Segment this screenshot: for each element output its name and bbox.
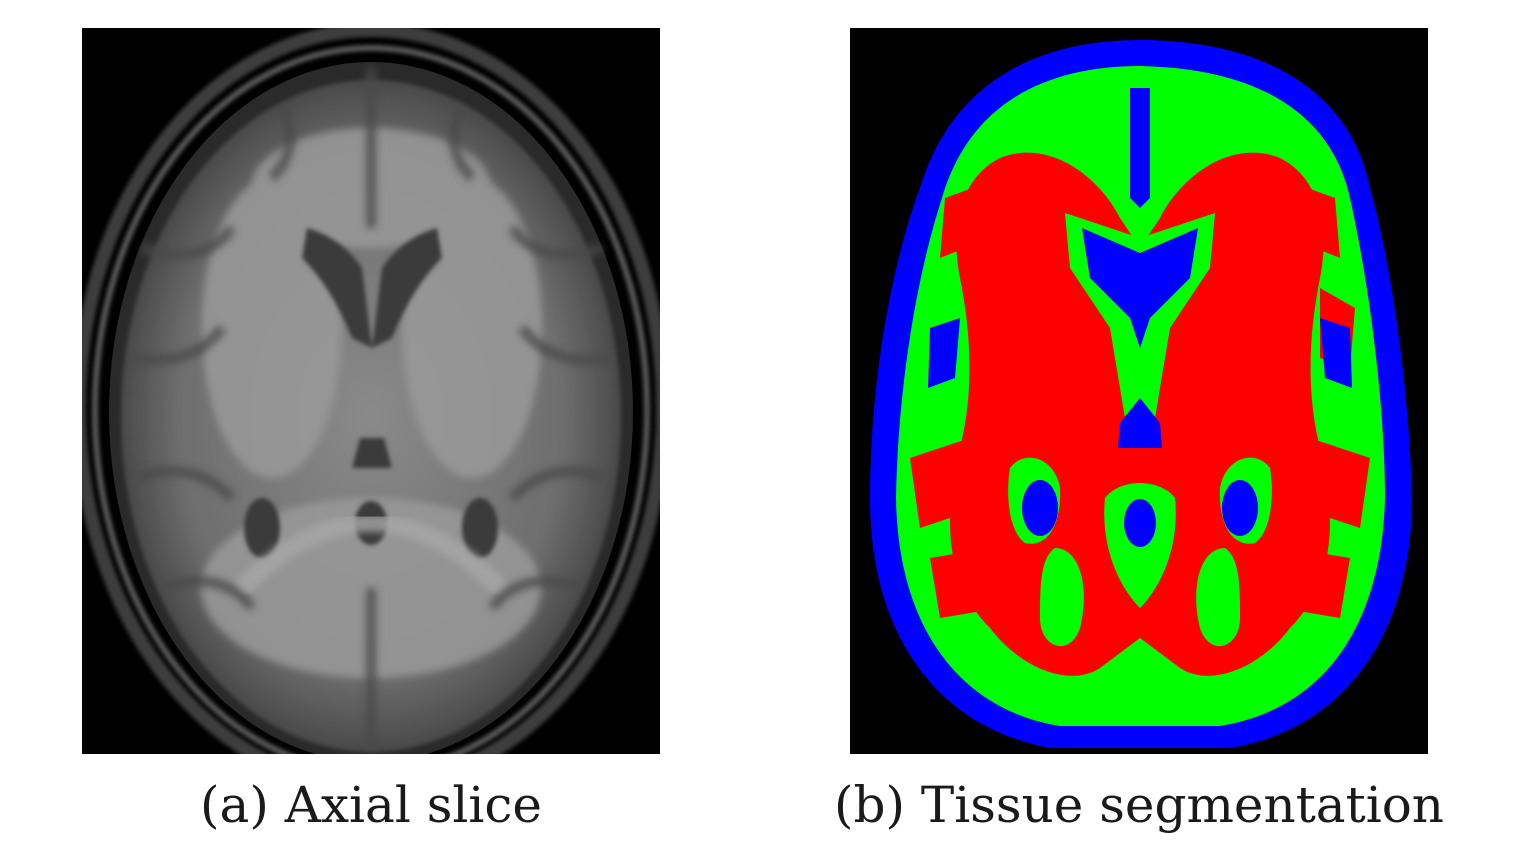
axial-slice-image [82,28,660,754]
caption-axial-slice: (a) Axial slice [200,776,542,834]
caption-tissue-segmentation: (b) Tissue segmentation [833,776,1444,834]
tissue-segmentation-image [850,28,1428,754]
